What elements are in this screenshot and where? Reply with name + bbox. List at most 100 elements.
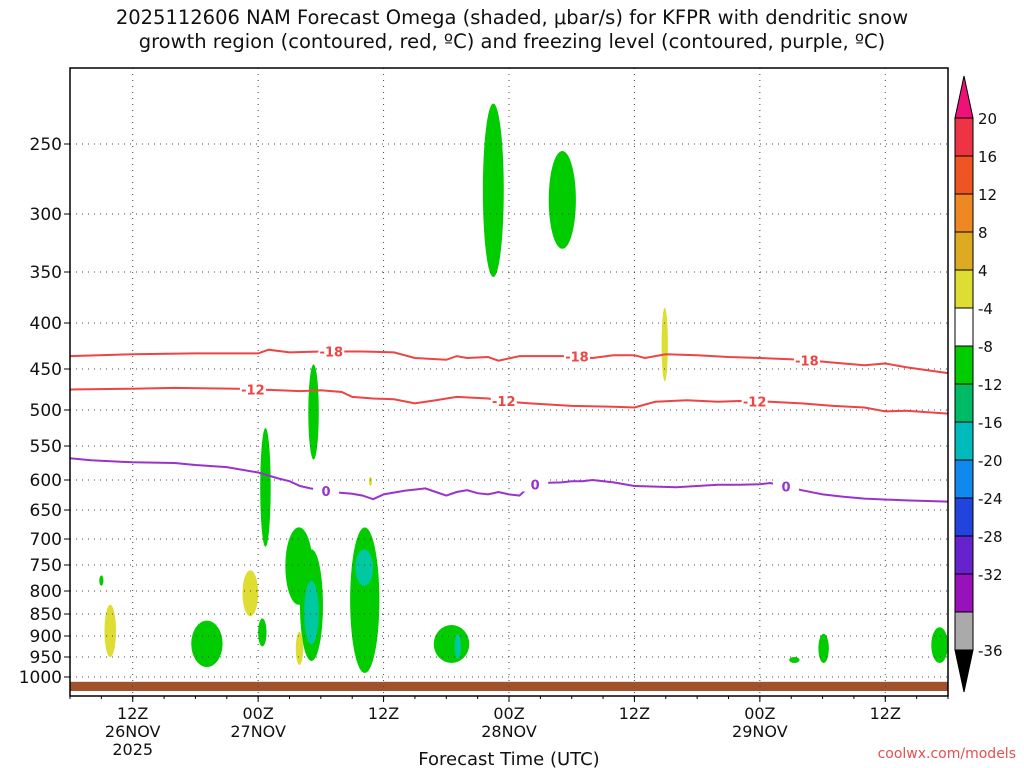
omega-yellow-17: [242, 570, 259, 617]
y-tick-label-350: 350: [30, 263, 62, 283]
chart-title-line-2: growth region (contoured, red, ºC) and f…: [138, 30, 886, 53]
dgz-minus12-label-bg-1: [490, 393, 517, 408]
x-tick-label-18: 00Z: [242, 704, 273, 723]
omega-green-70: [818, 633, 829, 664]
colorbar-swatch-11: [954, 535, 974, 575]
omega-yellow-28: [368, 476, 373, 486]
x-tick-label-54: 12Z: [619, 704, 650, 723]
y-tick-label-500: 500: [30, 401, 62, 421]
colorbar-label-0: 20: [978, 110, 997, 128]
omega-ul-green-2: [548, 151, 576, 249]
omega-green-18b: [258, 618, 267, 647]
colorbar-swatch-2: [954, 193, 974, 233]
colorbar-swatch-0: [954, 117, 974, 157]
omega-teal-36: [454, 633, 461, 660]
colorbar-swatch-12: [954, 573, 974, 613]
colorbar-swatch-13: [954, 611, 974, 651]
colorbar-label-11: -28: [978, 528, 1003, 546]
omega-yellow-3: [104, 604, 116, 658]
freezing-level-0c-label-0: 0: [322, 485, 331, 500]
y-tick-label-250: 250: [30, 135, 62, 155]
colorbar-label-12: -32: [978, 566, 1003, 584]
colorbar-label-3: 8: [978, 224, 988, 242]
dgz-minus18-label-bg-2: [793, 353, 820, 368]
colorbar-label-13: -36: [978, 642, 1003, 660]
omega-green-27: [350, 527, 380, 673]
omega-green-83: [931, 627, 949, 663]
colorbar-swatch-3: [954, 231, 974, 271]
x-tick-label-78: 12Z: [870, 704, 901, 723]
x-tick-date-42: 28NOV: [481, 722, 537, 741]
x-tick-date-6: 26NOV: [105, 722, 161, 741]
colorbar-swatch-4: [954, 269, 974, 309]
freezing-level-0c-label-2: 0: [781, 481, 790, 496]
colorbar-label-8: -16: [978, 414, 1003, 432]
freezing-level-0c-label-bg-0: [313, 484, 340, 499]
omega-green-18: [260, 428, 271, 547]
omega-green-13: [191, 620, 223, 667]
y-tick-label-550: 550: [30, 437, 62, 457]
dgz-minus18-label-1: -18: [565, 351, 589, 366]
x-tick-date-66: 29NOV: [732, 722, 788, 741]
contour-layer: -18 -18 -18 -12 -12 -12 0 0 0: [69, 344, 949, 503]
y-tick-label-600: 600: [30, 471, 62, 491]
omega-yellow-54: [661, 307, 668, 382]
gridlines-layer: [70, 68, 948, 696]
colorbar-label-9: -20: [978, 452, 1003, 470]
y-tick-label-750: 750: [30, 556, 62, 576]
colorbar-label-7: -12: [978, 376, 1003, 394]
colorbar-swatch-10: [954, 497, 974, 537]
freezing-level-0c-label-1: 0: [531, 479, 540, 494]
y-tick-label-850: 850: [30, 605, 62, 625]
y-tick-label-800: 800: [30, 582, 62, 602]
omega-green-69: [789, 657, 800, 663]
colorbar-label-1: 16: [978, 148, 997, 166]
dgz-minus12-label-2: -12: [743, 395, 767, 410]
dgz-minus12-label-1: -12: [492, 395, 516, 410]
site-credit: coolwx.com/models: [877, 746, 1016, 762]
colorbar-bottom-arrow: [954, 649, 974, 693]
omega-teal-27: [355, 549, 374, 586]
omega-green-36: [433, 625, 470, 663]
colorbar-swatch-7: [954, 383, 974, 423]
plot-frame: [69, 67, 949, 697]
colorbar-swatch-8: [954, 421, 974, 461]
freezing-level-0c-label-bg-1: [522, 477, 549, 492]
axes-layer: 2503003504004505005506006507007508008509…: [19, 67, 949, 768]
colorbar: 20 16 12 8 4 -4 -8 -12 -16 -20 -24 -28 -32 -36: [954, 75, 1003, 693]
dgz-minus18-label-2: -18: [795, 354, 819, 369]
colorbar-swatch-1: [954, 155, 974, 195]
dgz-minus12-label-0: -12: [241, 383, 265, 398]
omega-green-3: [99, 575, 104, 586]
dgz-minus12-label-bg-0: [239, 382, 266, 397]
dgz-minus18-label-bg-0: [318, 344, 345, 359]
chart-title-line-1: 2025112606 NAM Forecast Omega (shaded, μ…: [115, 6, 909, 29]
colorbar-label-2: 12: [978, 186, 997, 204]
x-tick-label-6: 12Z: [117, 704, 148, 723]
y-tick-label-650: 650: [30, 501, 62, 521]
y-tick-label-450: 450: [30, 360, 62, 380]
x-axis-title: Forecast Time (UTC): [418, 749, 599, 768]
y-tick-label-400: 400: [30, 314, 62, 334]
omega-yellow-22: [295, 631, 304, 665]
x-tick-label-66: 00Z: [744, 704, 775, 723]
y-tick-label-300: 300: [30, 205, 62, 225]
x-tick-date-18: 27NOV: [230, 722, 286, 741]
omega-teal-22: [304, 580, 319, 645]
dgz-minus18-label-bg-1: [563, 349, 590, 364]
colorbar-swatch-9: [954, 459, 974, 499]
x-tick-label-30: 12Z: [368, 704, 399, 723]
y-tick-label-700: 700: [30, 530, 62, 550]
dgz-minus18-label-0: -18: [320, 346, 344, 361]
freezing-level-0c-line: [69, 457, 949, 503]
freezing-level-0c-label-bg-2: [772, 479, 799, 494]
colorbar-swatch-6: [954, 345, 974, 385]
colorbar-label-10: -24: [978, 490, 1003, 508]
y-tick-label-1000: 1000: [19, 668, 62, 688]
x-tick-label-42: 00Z: [493, 704, 524, 723]
omega-ul-green-1: [482, 103, 504, 278]
x-tick-year-6: 2025: [112, 740, 153, 759]
colorbar-label-5: -4: [978, 300, 993, 318]
colorbar-top-arrow: [954, 75, 974, 119]
